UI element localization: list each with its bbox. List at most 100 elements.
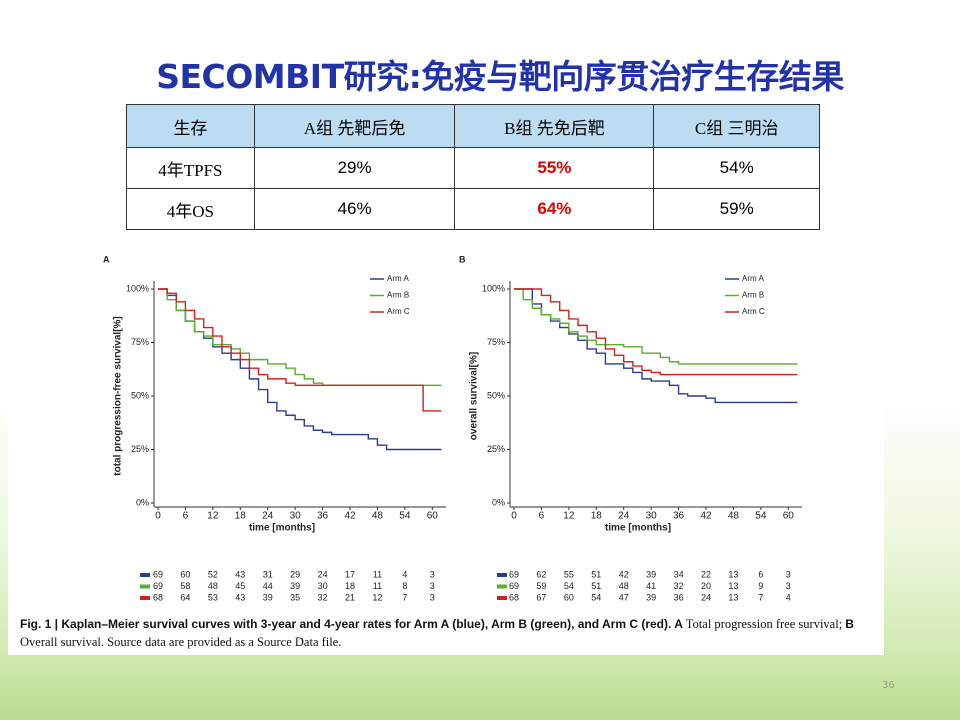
- x-tick-label: 42: [700, 511, 712, 522]
- at-risk-count: 3: [786, 581, 791, 591]
- header-cell: B组 先免后靶: [454, 104, 655, 148]
- panel-label: B: [459, 254, 466, 264]
- at-risk-count: 39: [646, 569, 656, 579]
- at-risk-count: 21: [345, 592, 355, 602]
- x-axis-title: time [months]: [249, 523, 315, 534]
- y-tick-label: 0%: [492, 497, 505, 507]
- at-risk-count: 48: [619, 581, 629, 591]
- at-risk-count: 13: [728, 569, 738, 579]
- at-risk-count: 59: [536, 581, 546, 591]
- at-risk-count: 31: [263, 569, 273, 579]
- y-tick-label: 50%: [487, 390, 505, 400]
- risk-swatch: [140, 596, 150, 600]
- x-tick-label: 30: [290, 511, 302, 522]
- at-risk-count: 7: [758, 592, 763, 602]
- at-risk-count: 44: [263, 581, 273, 591]
- survival-curve: [514, 288, 798, 404]
- at-risk-count: 4: [786, 592, 791, 602]
- survival-curve: [158, 288, 442, 386]
- x-tick-label: 54: [399, 511, 411, 522]
- x-tick-label: 36: [317, 511, 329, 522]
- x-tick-label: 60: [427, 511, 439, 522]
- caption-text: Overall survival. Source data are provid…: [20, 617, 858, 649]
- at-risk-count: 39: [263, 592, 273, 602]
- at-risk-count: 3: [430, 592, 435, 602]
- at-risk-count: 3: [786, 569, 791, 579]
- table-header-row: 生存 A组 先靶后免 B组 先免后靶 C组 三明治: [126, 104, 820, 148]
- legend-label: Arm B: [387, 291, 409, 300]
- x-tick-label: 60: [783, 511, 795, 522]
- risk-swatch: [497, 584, 507, 589]
- y-tick-label: 100%: [126, 283, 149, 293]
- table-row: 4年OS 46% 64% 59%: [126, 188, 820, 230]
- slide-title: SECOMBIT研究:免疫与靶向序贯治疗生存结果: [156, 57, 844, 96]
- x-tick-label: 6: [183, 511, 189, 522]
- x-tick-label: 42: [344, 511, 356, 522]
- at-risk-count: 52: [208, 569, 218, 579]
- legend-label: Arm B: [742, 291, 764, 300]
- y-tick-label: 25%: [131, 444, 149, 454]
- at-risk-count: 32: [674, 581, 684, 591]
- at-risk-count: 54: [564, 581, 574, 591]
- at-risk-count: 68: [509, 592, 519, 602]
- table-cell: 55%: [454, 147, 655, 189]
- header-cell: 生存: [126, 104, 255, 148]
- at-risk-count: 36: [674, 592, 684, 602]
- at-risk-count: 20: [701, 581, 711, 591]
- table-cell: 54%: [653, 147, 820, 189]
- at-risk-count: 35: [290, 592, 300, 602]
- at-risk-count: 18: [345, 581, 355, 591]
- at-risk-count: 51: [591, 581, 601, 591]
- x-tick-label: 0: [155, 511, 161, 522]
- x-tick-label: 24: [618, 511, 630, 522]
- x-tick-label: 54: [755, 511, 767, 522]
- at-risk-count: 11: [373, 581, 382, 591]
- at-risk-count: 7: [402, 592, 407, 602]
- at-risk-count: 13: [728, 592, 738, 602]
- survival-curve: [514, 288, 798, 365]
- at-risk-count: 13: [728, 581, 738, 591]
- at-risk-count: 54: [591, 592, 601, 602]
- at-risk-count: 68: [153, 592, 163, 602]
- at-risk-count: 45: [235, 581, 245, 591]
- x-tick-label: 48: [728, 511, 740, 522]
- at-risk-count: 24: [701, 592, 711, 602]
- at-risk-count: 24: [318, 569, 328, 579]
- y-tick-label: 75%: [487, 337, 505, 347]
- y-tick-label: 100%: [482, 283, 505, 293]
- at-risk-count: 22: [701, 569, 711, 579]
- at-risk-count: 64: [180, 592, 190, 602]
- caption-text: Total progression free survival;: [682, 617, 846, 631]
- y-tick-label: 50%: [131, 390, 149, 400]
- y-tick-label: 75%: [131, 337, 149, 347]
- table-cell: 64%: [454, 188, 655, 230]
- header-cell: C组 三明治: [653, 104, 820, 148]
- y-axis-title: overall survival[%]: [469, 352, 480, 440]
- at-risk-count: 29: [290, 569, 300, 579]
- at-risk-count: 39: [290, 581, 300, 591]
- at-risk-count: 58: [180, 581, 190, 591]
- y-axis-title: total progression-free survival[%]: [113, 316, 124, 475]
- x-tick-label: 18: [591, 511, 603, 522]
- survival-curve: [158, 288, 442, 412]
- summary-table: 生存 A组 先靶后免 B组 先免后靶 C组 三明治 4年TPFS 29% 55% 54% 4年O…: [126, 104, 820, 230]
- at-risk-count: 42: [619, 569, 629, 579]
- risk-swatch: [140, 584, 150, 589]
- caption-text: B: [845, 617, 854, 631]
- at-risk-count: 17: [345, 569, 355, 579]
- x-tick-label: 36: [673, 511, 685, 522]
- caption-text: Fig. 1 | Kaplan–Meier survival curves wi…: [20, 617, 675, 631]
- at-risk-count: 69: [153, 581, 163, 591]
- x-tick-label: 6: [539, 511, 545, 522]
- at-risk-count: 3: [430, 569, 435, 579]
- at-risk-count: 11: [373, 569, 382, 579]
- table-row: 4年TPFS 29% 55% 54%: [126, 147, 820, 189]
- risk-swatch: [497, 596, 507, 600]
- risk-swatch: [140, 573, 150, 577]
- legend-label: Arm C: [387, 307, 410, 316]
- at-risk-count: 6: [758, 569, 763, 579]
- at-risk-count: 51: [591, 569, 601, 579]
- at-risk-count: 62: [536, 569, 546, 579]
